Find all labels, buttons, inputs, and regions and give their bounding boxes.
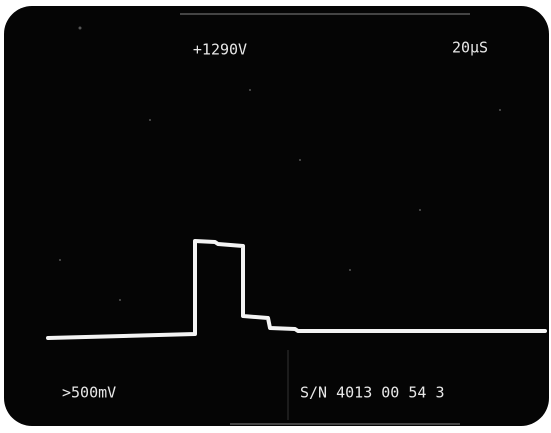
voltage-readout: +1290V [193,41,247,59]
serial-readout: S/N 4013 00 54 3 [300,384,445,402]
noise [59,26,501,301]
waveform-trace [46,239,547,340]
scale-readout: >500mV [62,384,116,402]
screen [4,6,549,426]
timebase-readout: 20µS [452,39,488,57]
